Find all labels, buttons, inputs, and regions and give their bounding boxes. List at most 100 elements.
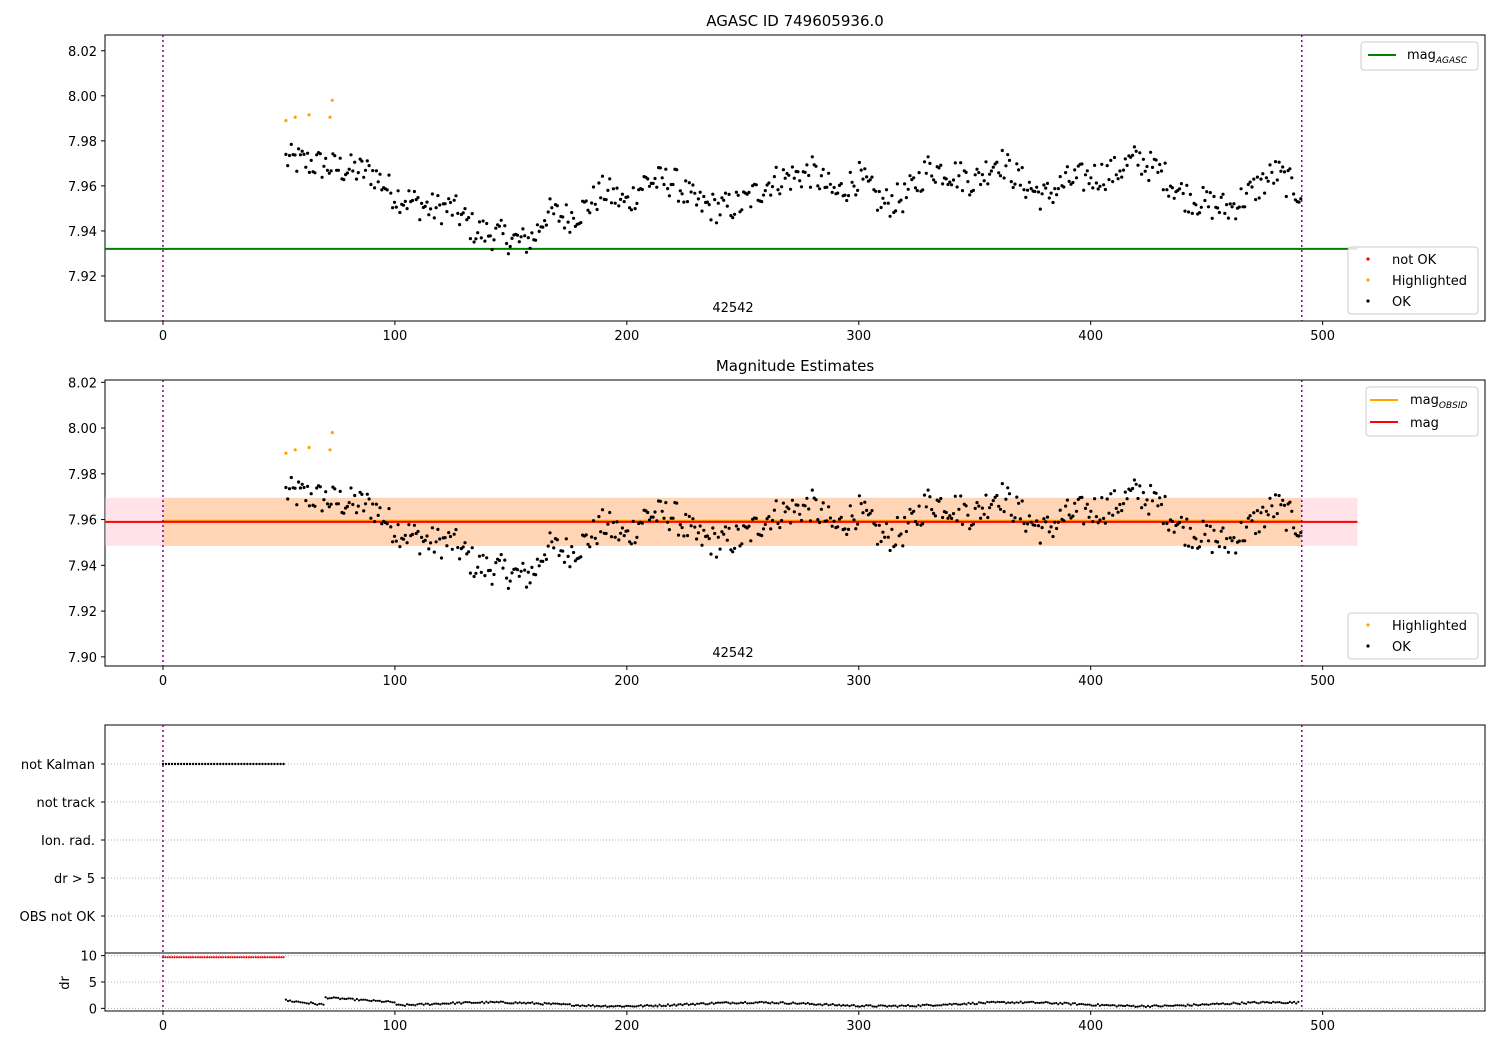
data-point — [1015, 495, 1019, 499]
data-point — [1288, 167, 1292, 171]
data-point — [713, 198, 717, 202]
dr-point — [1021, 1002, 1024, 1005]
data-point — [521, 227, 525, 231]
data-point — [796, 503, 800, 507]
data-point — [1225, 537, 1229, 541]
data-point — [434, 540, 438, 544]
dr-point — [944, 1003, 947, 1006]
flag-point — [261, 762, 264, 766]
data-point — [1282, 170, 1287, 174]
data-point — [515, 568, 520, 572]
dr-point — [1174, 1004, 1177, 1007]
data-point — [1228, 536, 1232, 540]
dr-point — [1188, 1004, 1191, 1007]
dr-point — [764, 1001, 768, 1004]
data-point — [628, 206, 632, 210]
data-point — [988, 172, 992, 176]
dr-point — [1251, 1001, 1254, 1004]
data-point — [1035, 185, 1039, 189]
data-point — [1009, 513, 1013, 517]
data-point — [1194, 537, 1198, 541]
data-point — [1273, 160, 1278, 164]
dr-point — [424, 1002, 427, 1005]
data-point — [713, 531, 717, 536]
dr-point — [514, 1001, 517, 1004]
dr-point — [1265, 1001, 1269, 1004]
data-point — [328, 448, 332, 452]
data-point — [297, 480, 301, 484]
data-point — [328, 115, 332, 119]
data-point — [932, 178, 936, 182]
data-point — [369, 182, 373, 187]
data-point — [600, 508, 605, 512]
data-point — [908, 507, 912, 511]
dr-point — [952, 1002, 956, 1005]
dr-point — [372, 999, 375, 1002]
data-point — [1129, 155, 1133, 159]
dr-point — [875, 1005, 878, 1008]
legend-highlighted-label: Highlighted — [1392, 274, 1467, 289]
data-point — [1225, 203, 1229, 207]
dr-point — [585, 1005, 588, 1008]
data-point — [836, 525, 840, 529]
dr-point — [1167, 1004, 1170, 1007]
estimates-legend-obsid-subscript: OBSID — [1439, 401, 1468, 411]
data-point — [1141, 157, 1145, 161]
data-point — [734, 524, 739, 528]
data-point — [438, 203, 442, 207]
data-point — [647, 184, 652, 188]
estimates-legend-lines[interactable]: magOBSID mag — [1365, 386, 1479, 437]
data-point — [1011, 185, 1015, 190]
y-tick-label: 7.92 — [68, 270, 97, 285]
data-point — [1159, 169, 1164, 173]
data-point — [1156, 170, 1160, 174]
dr-point — [1190, 1004, 1193, 1007]
dr-point — [593, 1005, 596, 1008]
dr-point — [1159, 1005, 1162, 1008]
data-point — [566, 220, 570, 224]
dr-point — [289, 999, 292, 1002]
data-point — [405, 207, 409, 211]
dr-point — [1247, 1001, 1250, 1004]
data-point — [1244, 525, 1249, 529]
y-tick-label: 7.92 — [68, 605, 97, 620]
data-point — [843, 193, 847, 197]
data-point — [1006, 153, 1010, 157]
data-point — [286, 497, 290, 501]
dr-point-red — [252, 956, 255, 959]
data-point — [819, 174, 824, 178]
agasc-legend-lines[interactable]: magAGASC — [1360, 41, 1479, 71]
flag-point — [207, 762, 210, 766]
dr-point — [558, 1002, 561, 1006]
data-point — [289, 475, 293, 480]
data-point — [458, 557, 462, 561]
data-point — [391, 540, 395, 544]
data-point — [557, 219, 561, 223]
estimates-panel-title: Magnitude Estimates — [716, 357, 874, 375]
data-point — [977, 504, 981, 508]
data-point — [941, 182, 945, 186]
dr-point — [775, 1002, 778, 1005]
dr-point — [1019, 1000, 1022, 1003]
data-point — [436, 527, 440, 532]
dr-point — [873, 1005, 876, 1008]
data-point — [1091, 520, 1095, 524]
dr-point — [581, 1004, 584, 1007]
data-point — [304, 499, 308, 503]
agasc-legend-markers[interactable]: not OK Highlighted OK — [1347, 246, 1479, 315]
dr-point — [1109, 1004, 1112, 1007]
dr-point — [499, 1000, 502, 1003]
dr-point — [337, 996, 340, 1000]
x-tick-label: 200 — [614, 1019, 639, 1034]
data-point — [830, 524, 834, 528]
dr-point — [426, 1002, 429, 1005]
estimates-legend-markers[interactable]: Highlighted OK — [1347, 612, 1479, 660]
data-point — [968, 527, 972, 531]
data-point — [535, 557, 540, 561]
data-point — [761, 193, 766, 197]
data-point — [863, 167, 867, 171]
dr-point — [414, 1004, 417, 1007]
data-point — [505, 241, 509, 246]
data-point — [1205, 523, 1209, 528]
data-point — [376, 180, 380, 184]
